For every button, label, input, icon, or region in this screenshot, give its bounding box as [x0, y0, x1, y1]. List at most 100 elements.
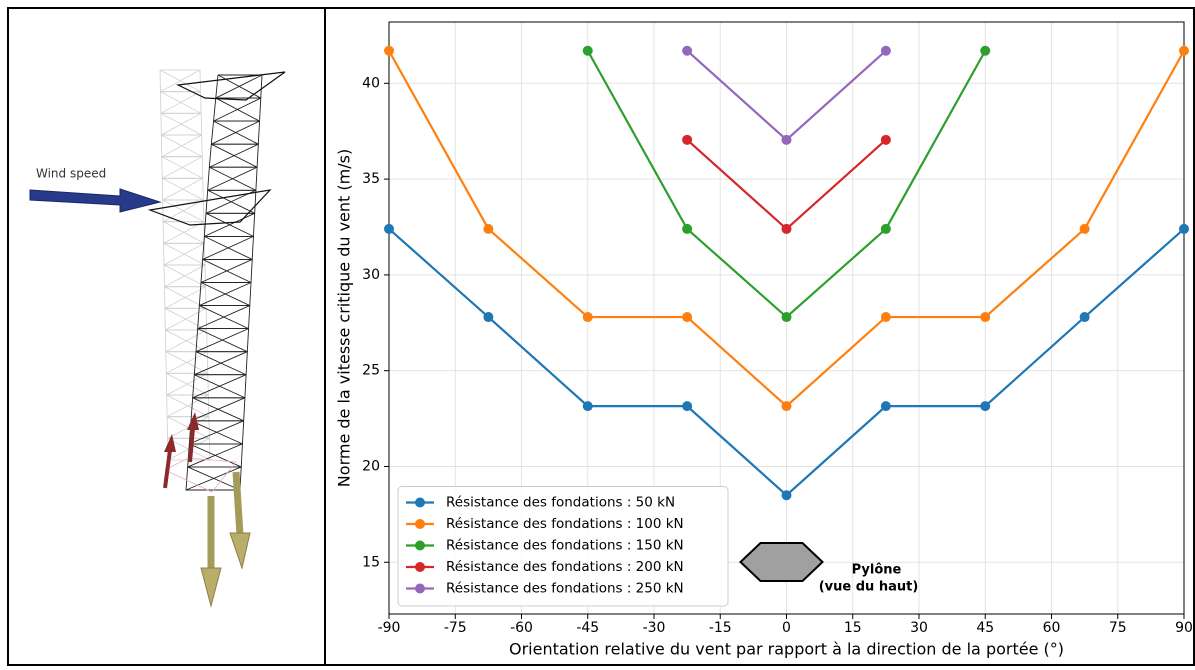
point	[781, 223, 792, 234]
point	[483, 312, 494, 323]
point	[682, 45, 693, 56]
point	[682, 134, 693, 145]
legend-label: Résistance des fondations : 150 kN	[446, 538, 684, 554]
y-tick-label: 40	[362, 75, 380, 91]
tower-segment	[198, 282, 252, 307]
legend-marker	[415, 540, 425, 551]
tower-base	[164, 457, 237, 493]
tower-brace	[163, 242, 205, 266]
tower-segment	[210, 120, 261, 145]
point	[781, 401, 792, 412]
x-tick-label: -30	[643, 620, 666, 636]
tower-segment	[192, 374, 247, 399]
x-tick-label: -15	[709, 620, 732, 636]
point	[880, 134, 891, 145]
point	[1179, 223, 1189, 234]
annotation: Pylône	[852, 563, 902, 578]
tower-brace	[189, 420, 244, 445]
tower-segment	[188, 420, 245, 445]
y-tick-label: 30	[362, 267, 380, 283]
wind-arrow	[29, 188, 162, 213]
tower-brace	[163, 221, 205, 244]
point	[980, 312, 991, 323]
tower-segment	[185, 466, 242, 491]
point	[384, 223, 394, 234]
legend-label: Résistance des fondations : 100 kN	[446, 516, 684, 532]
point	[880, 312, 891, 323]
point	[781, 490, 792, 501]
tower-brace	[160, 91, 201, 114]
tower-segment	[197, 305, 251, 330]
point	[980, 401, 991, 412]
tower-segment	[208, 143, 259, 168]
tower-segment	[161, 156, 204, 179]
tower-brace	[211, 120, 260, 145]
point	[1079, 223, 1090, 234]
tower-segment	[161, 177, 204, 201]
tower-segment	[164, 307, 208, 331]
wind-label: Wind speed	[36, 167, 106, 181]
point	[880, 223, 891, 234]
point	[582, 45, 593, 56]
point	[384, 45, 394, 56]
tower-brace	[164, 264, 206, 288]
x-tick-label: 30	[910, 620, 928, 636]
y-tick-label: 25	[362, 363, 380, 379]
point	[682, 401, 693, 412]
x-tick-label: -45	[576, 620, 599, 636]
tower-brace	[209, 143, 259, 168]
annotation: (vue du haut)	[819, 580, 919, 595]
tower-brace	[195, 328, 249, 353]
tower-brace	[197, 305, 250, 330]
tower-brace	[185, 466, 242, 491]
tower-brace	[164, 286, 206, 309]
tower-segment	[202, 235, 254, 260]
tower-segment	[160, 134, 203, 158]
tower-arm	[147, 189, 272, 226]
tower-brace	[160, 69, 201, 93]
tower-brace	[166, 372, 208, 396]
chart: 15 20 25 30 35 40 -90 -75 -60 -45 -30 -15 0 15 30 45 60 7…	[335, 21, 1193, 659]
tower-brace	[204, 212, 255, 237]
x-tick-label: 60	[1043, 620, 1061, 636]
tower-segment	[203, 212, 256, 237]
x-tick-label: 75	[1109, 620, 1127, 636]
point	[1079, 312, 1090, 323]
x-tick-label: 0	[782, 620, 791, 636]
tower-segment	[165, 351, 209, 374]
legend-box	[397, 486, 729, 607]
x-tick-label: -75	[444, 620, 467, 636]
tower-segment	[207, 166, 258, 191]
tower-brace	[202, 235, 254, 260]
tower-brace	[162, 177, 203, 201]
legend-marker	[415, 583, 425, 594]
tower-brace	[166, 351, 208, 374]
tower-segment	[163, 242, 206, 266]
tower-segment	[159, 69, 201, 93]
tower-brace	[194, 351, 248, 376]
point	[880, 401, 891, 412]
legend-label: Résistance des fondations : 250 kN	[446, 581, 684, 597]
legend-marker	[415, 497, 425, 508]
legend-label: Résistance des fondations : 50 kN	[446, 495, 675, 511]
point	[980, 45, 991, 56]
legend-marker	[415, 562, 425, 572]
x-tick-label: 90	[1175, 620, 1193, 636]
tower-brace	[215, 74, 263, 99]
tower-segment	[195, 328, 250, 353]
x-tick-label: 15	[844, 620, 862, 636]
point	[682, 223, 693, 234]
tower-brace	[192, 374, 247, 399]
plot-frame	[388, 21, 1185, 615]
tower-brace	[199, 282, 252, 306]
tower-segment	[160, 112, 203, 136]
legend-label: Résistance des fondations : 200 kN	[446, 559, 684, 575]
y-tick-label: 20	[362, 458, 380, 474]
point	[781, 134, 792, 145]
tower-segment	[164, 286, 207, 309]
x-axis-label: Orientation relative du vent par rapport…	[509, 640, 1064, 659]
tower-segment	[163, 264, 206, 288]
point	[582, 401, 593, 412]
